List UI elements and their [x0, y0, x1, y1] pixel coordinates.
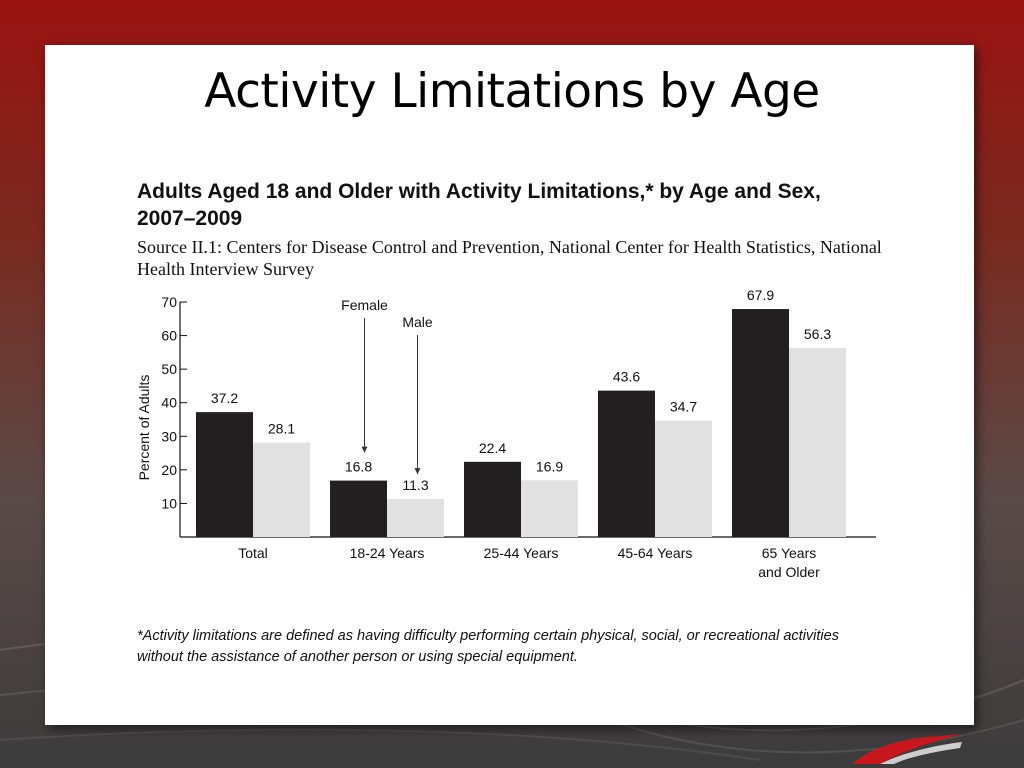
data-label: 22.4: [479, 440, 506, 456]
y-tick-label: 60: [161, 328, 177, 344]
data-label: 11.3: [402, 477, 428, 493]
y-tick-label: 70: [161, 294, 177, 310]
data-label: 28.1: [268, 421, 295, 437]
series-annotation-female: Female: [341, 297, 388, 313]
bar-male: [387, 499, 444, 537]
bar-male: [521, 480, 578, 537]
data-label: 16.9: [536, 458, 563, 474]
figure-footnote: *Activity limitations are defined as hav…: [137, 628, 839, 665]
bar-female: [464, 461, 521, 537]
annotation-arrowhead-icon: [361, 446, 368, 453]
bar-female: [732, 309, 789, 537]
bar-chart: 10 20 30 40 50 60 70 Percent of Adults Female Ma…: [136, 287, 876, 580]
y-axis-label: Percent of Adults: [136, 375, 152, 481]
figure-heading: Adults Aged 18 and Older with Activity L…: [137, 180, 821, 230]
data-label: 37.2: [211, 390, 238, 406]
bar-male: [253, 442, 310, 537]
series-annotation-male: Male: [402, 314, 433, 330]
bar-male: [655, 420, 712, 537]
x-tick-label: 45-64 Years: [618, 545, 693, 561]
slide-title: Activity Limitations by Age: [204, 64, 820, 119]
chart-annotations: Female Male: [341, 297, 433, 475]
annotation-arrowhead-icon: [414, 468, 421, 475]
chart-labels: 37.2 28.1 Total 16.8 11.3 18-24 Years 22.4 16.9…: [211, 287, 831, 580]
bar-female: [598, 390, 655, 537]
x-tick-label: and Older: [758, 564, 820, 580]
figure-source: Source II.1: Centers for Disease Control…: [137, 237, 882, 279]
bar-female: [196, 412, 253, 537]
data-label: 16.8: [345, 459, 372, 475]
y-tick-label: 40: [161, 395, 177, 411]
x-tick-label: 65 Years: [762, 545, 817, 561]
data-label: 56.3: [804, 326, 831, 342]
y-tick-label: 30: [161, 428, 177, 444]
x-tick-label: 18-24 Years: [350, 545, 425, 561]
y-tick-label: 10: [161, 495, 177, 511]
chart-bars: [196, 309, 846, 537]
x-tick-label: 25-44 Years: [484, 545, 559, 561]
y-tick-label: 20: [161, 462, 177, 478]
data-label: 43.6: [613, 369, 640, 385]
x-tick-label: Total: [238, 545, 268, 561]
data-label: 67.9: [747, 287, 774, 303]
bar-male: [789, 347, 846, 537]
brand-logo-icon: [852, 734, 962, 764]
bar-female: [330, 480, 387, 537]
data-label: 34.7: [670, 399, 697, 415]
y-tick-label: 50: [161, 361, 177, 377]
